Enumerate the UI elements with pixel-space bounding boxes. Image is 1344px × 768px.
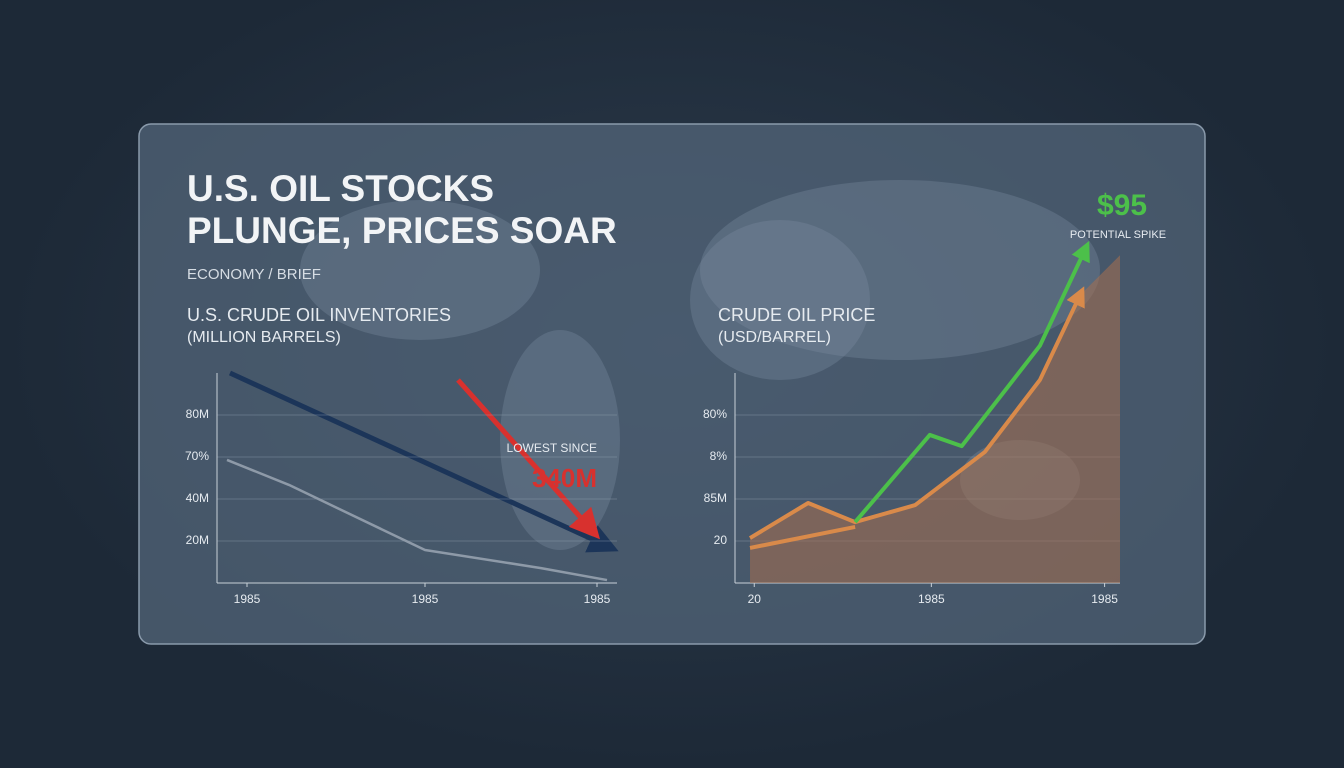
trend-arrow — [456, 378, 600, 540]
x-tick-label: 1985 — [584, 592, 611, 606]
x-tick-label: 1985 — [234, 592, 261, 606]
y-tick-label: 85M — [704, 491, 727, 505]
y-tick-label: 70% — [185, 449, 209, 463]
annotation: 340M — [532, 463, 597, 493]
x-tick-label: 1985 — [412, 592, 439, 606]
y-tick-label: 80M — [186, 407, 209, 421]
line — [748, 286, 1085, 540]
header: U.S. OIL STOCKS PLUNGE, PRICES SOAR ECON… — [187, 168, 667, 283]
chart-title: U.S. CRUDE OIL INVENTORIES — [187, 305, 451, 325]
trend-arrow — [228, 370, 619, 553]
x-tick-label: 1985 — [1091, 592, 1118, 606]
y-tick-label: 20M — [186, 533, 209, 547]
subtitle: ECONOMY / BRIEF — [187, 266, 321, 283]
title: U.S. OIL STOCKS PLUNGE, PRICES SOAR — [187, 168, 617, 251]
line — [853, 240, 1090, 524]
y-tick-label: 80% — [703, 407, 727, 421]
line — [749, 524, 856, 550]
y-tick-label: 40M — [186, 491, 209, 505]
x-tick-label: 20 — [748, 592, 762, 606]
annotation: LOWEST SINCE — [507, 441, 597, 455]
chart-subtitle: (MILLION BARRELS) — [187, 329, 341, 346]
x-tick-label: 1985 — [918, 592, 945, 606]
area — [750, 255, 1120, 584]
chart-subtitle: (USD/BARREL) — [718, 329, 831, 346]
annotation: POTENTIAL SPIKE — [1070, 229, 1166, 241]
y-tick-label: 8% — [710, 449, 728, 463]
chart-title: CRUDE OIL PRICE — [718, 305, 875, 325]
y-tick-label: 20 — [714, 533, 728, 547]
annotation: $95 — [1097, 189, 1147, 222]
line — [226, 458, 608, 582]
